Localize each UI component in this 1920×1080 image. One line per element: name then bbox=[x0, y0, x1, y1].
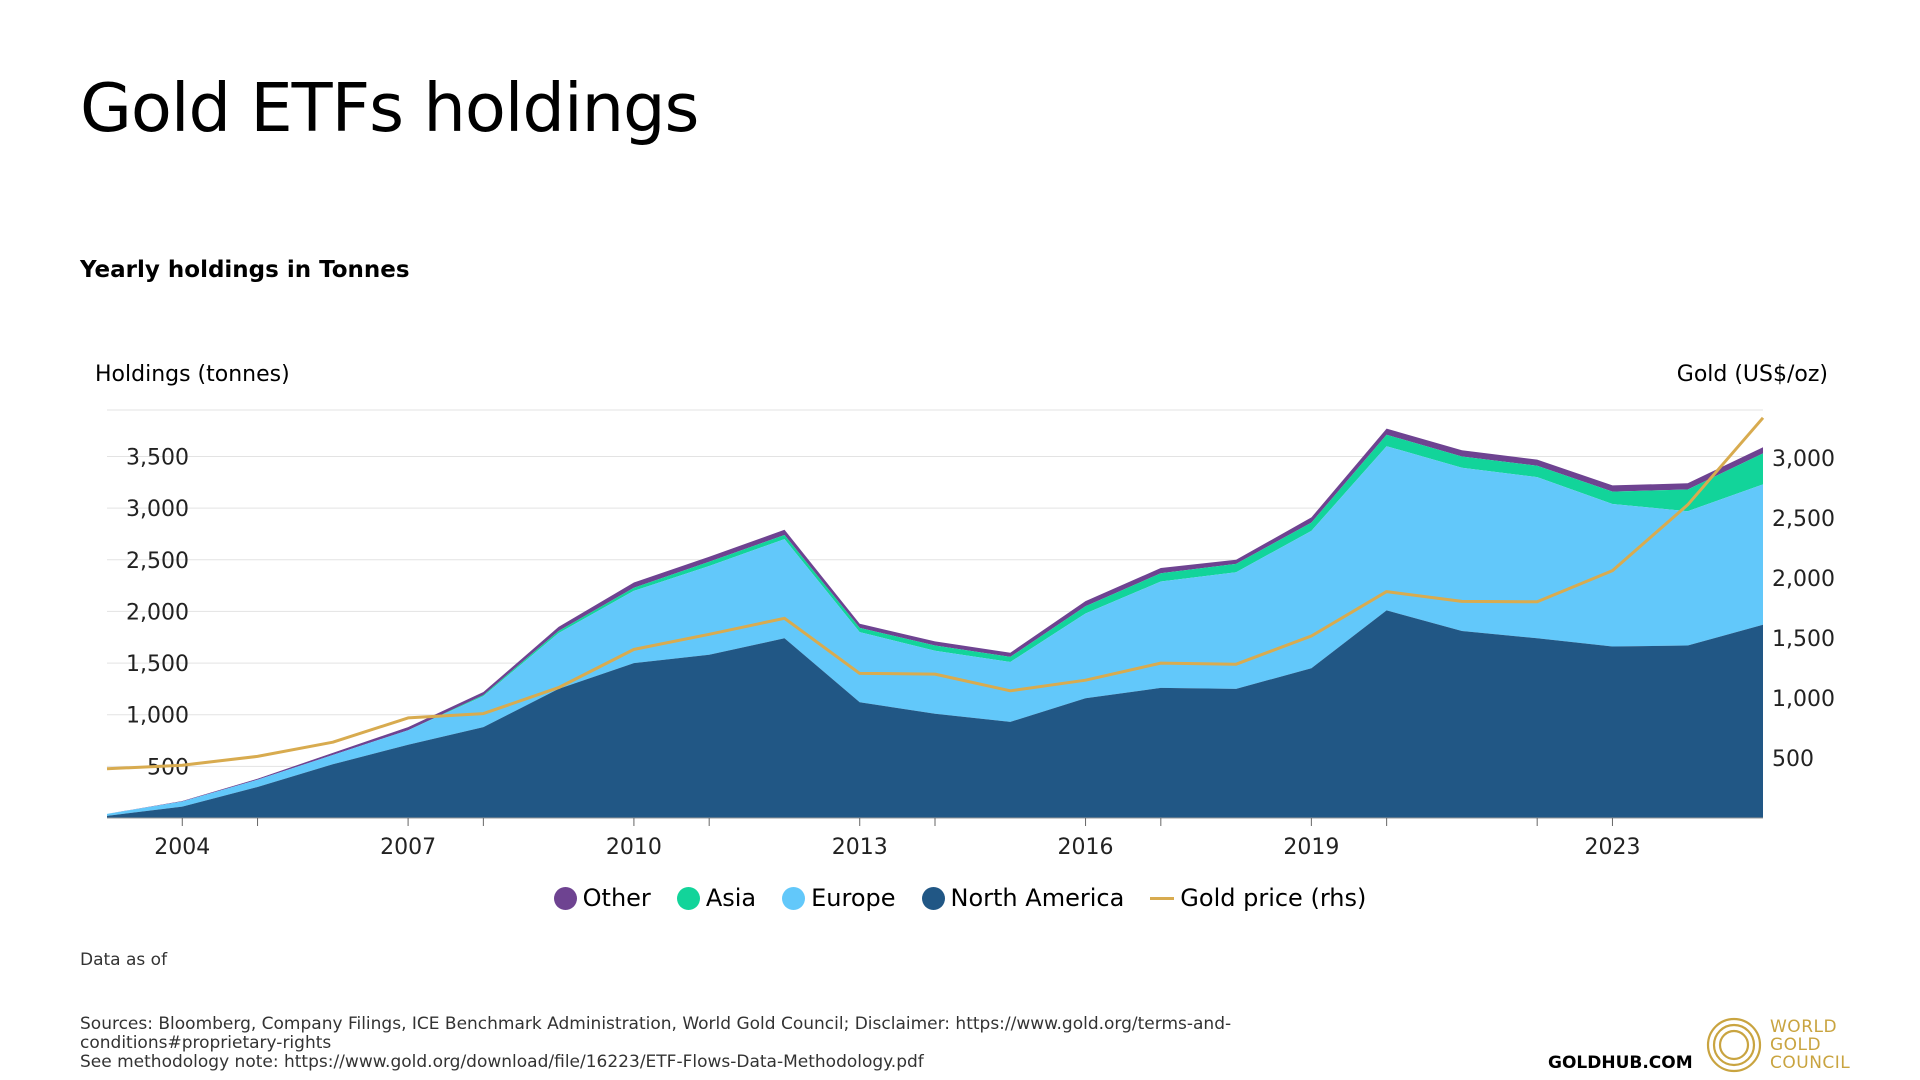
legend-label-other: Other bbox=[582, 884, 651, 912]
y-left-tick-label: 2,000 bbox=[126, 600, 189, 625]
y-right-tick-label: 2,500 bbox=[1772, 507, 1835, 532]
legend-item-gold-price[interactable]: Gold price (rhs) bbox=[1150, 884, 1366, 912]
sources-note: Sources: Bloomberg, Company Filings, ICE… bbox=[80, 1015, 1400, 1072]
legend-swatch-other bbox=[553, 886, 577, 910]
legend-label-asia: Asia bbox=[705, 884, 757, 912]
legend-item-other[interactable]: Other bbox=[553, 884, 651, 912]
y-left-tick-label: 3,000 bbox=[126, 497, 189, 522]
legend-item-asia[interactable]: Asia bbox=[676, 884, 757, 912]
gold-etf-chart: 2004 2007 2010 2013 2016 2019 2023 500 1,000 1,50… bbox=[106, 409, 1835, 860]
x-tick-label: 2004 bbox=[154, 835, 210, 860]
x-tick-label: 2013 bbox=[832, 835, 888, 860]
legend-swatch-gold-price bbox=[1150, 896, 1175, 900]
y-right-tick-label: 1,500 bbox=[1772, 627, 1835, 652]
gold-price-line bbox=[106, 416, 1765, 771]
y-left-tick-label: 2,500 bbox=[126, 549, 189, 574]
y-right-tick-label: 2,000 bbox=[1772, 567, 1835, 592]
sources-line: Sources: Bloomberg, Company Filings, ICE… bbox=[80, 1014, 1232, 1053]
x-tick-label: 2007 bbox=[380, 835, 436, 860]
legend-item-north-america[interactable]: North America bbox=[921, 884, 1125, 912]
area-series-europe bbox=[107, 446, 1763, 816]
chart-legend: Other Asia Europe North America Gold pri… bbox=[0, 884, 1920, 912]
y-right-tick-label: 1,000 bbox=[1772, 687, 1835, 712]
chart-subtitle: Yearly holdings in Tonnes bbox=[80, 257, 410, 283]
x-tick-label: 2019 bbox=[1283, 835, 1339, 860]
left-axis-title: Holdings (tonnes) bbox=[95, 362, 290, 387]
legend-swatch-europe bbox=[782, 886, 806, 910]
data-as-of-note: Data as of bbox=[80, 950, 168, 970]
wgc-logo-text: WORLD GOLD COUNCIL bbox=[1770, 1018, 1850, 1072]
y-left-tick-label: 1,500 bbox=[126, 652, 189, 677]
wgc-rings-icon bbox=[1706, 1017, 1762, 1073]
methodology-line: See methodology note: https://www.gold.o… bbox=[80, 1052, 924, 1072]
legend-label-north-america: North America bbox=[950, 884, 1125, 912]
x-tick-label: 2010 bbox=[606, 835, 662, 860]
x-tick-label: 2023 bbox=[1584, 835, 1640, 860]
right-axis-title: Gold (US$/oz) bbox=[1676, 362, 1828, 387]
wgc-logo: WORLD GOLD COUNCIL bbox=[1706, 1017, 1850, 1073]
legend-swatch-asia bbox=[676, 886, 700, 910]
y-left-tick-label: 3,500 bbox=[126, 445, 189, 470]
legend-item-europe[interactable]: Europe bbox=[782, 884, 896, 912]
y-left-tick-label: 1,000 bbox=[126, 704, 189, 729]
wgc-logo-word: GOLD bbox=[1770, 1035, 1822, 1055]
legend-swatch-north-america bbox=[921, 886, 945, 910]
wgc-logo-word: WORLD bbox=[1770, 1017, 1838, 1037]
y-right-tick-label: 500 bbox=[1772, 747, 1814, 772]
page-title: Gold ETFs holdings bbox=[80, 69, 699, 147]
x-tick-label: 2016 bbox=[1058, 835, 1114, 860]
wgc-logo-word: COUNCIL bbox=[1770, 1053, 1851, 1073]
goldhub-link[interactable]: GOLDHUB.COM bbox=[1548, 1053, 1693, 1073]
legend-label-europe: Europe bbox=[811, 884, 896, 912]
y-right-tick-label: 3,000 bbox=[1772, 447, 1835, 472]
legend-label-gold-price: Gold price (rhs) bbox=[1180, 884, 1367, 912]
area-series-north-america bbox=[107, 610, 1763, 818]
